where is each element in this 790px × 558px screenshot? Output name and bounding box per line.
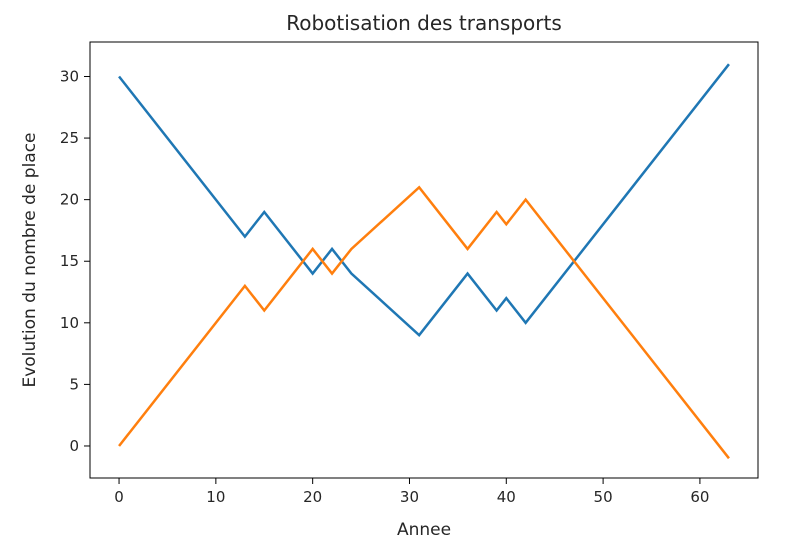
x-tick-label: 50 bbox=[594, 488, 613, 506]
y-tick-label: 5 bbox=[69, 375, 79, 393]
x-tick-label: 20 bbox=[303, 488, 322, 506]
chart-title: Robotisation des transports bbox=[286, 11, 562, 35]
y-tick-label: 10 bbox=[60, 314, 79, 332]
y-axis: 0 5 10 15 20 25 30 bbox=[60, 67, 90, 455]
y-axis-label: Evolution du nombre de place bbox=[20, 132, 40, 387]
x-tick-label: 40 bbox=[497, 488, 516, 506]
y-tick-label: 0 bbox=[69, 437, 79, 455]
x-tick-label: 60 bbox=[690, 488, 709, 506]
x-tick-label: 30 bbox=[400, 488, 419, 506]
x-axis: 0 10 20 30 40 50 60 bbox=[114, 478, 709, 506]
series-line-1 bbox=[118, 63, 730, 337]
series-line-2 bbox=[118, 185, 730, 460]
y-tick-label: 30 bbox=[60, 67, 79, 85]
y-tick-label: 20 bbox=[60, 191, 79, 209]
x-axis-label: Annee bbox=[397, 520, 451, 540]
y-tick-label: 15 bbox=[60, 252, 79, 270]
y-tick-label: 25 bbox=[60, 129, 79, 147]
series-layer bbox=[118, 63, 730, 460]
plot-frame bbox=[89, 41, 759, 479]
x-tick-label: 10 bbox=[206, 488, 225, 506]
x-tick-label: 0 bbox=[114, 488, 124, 506]
